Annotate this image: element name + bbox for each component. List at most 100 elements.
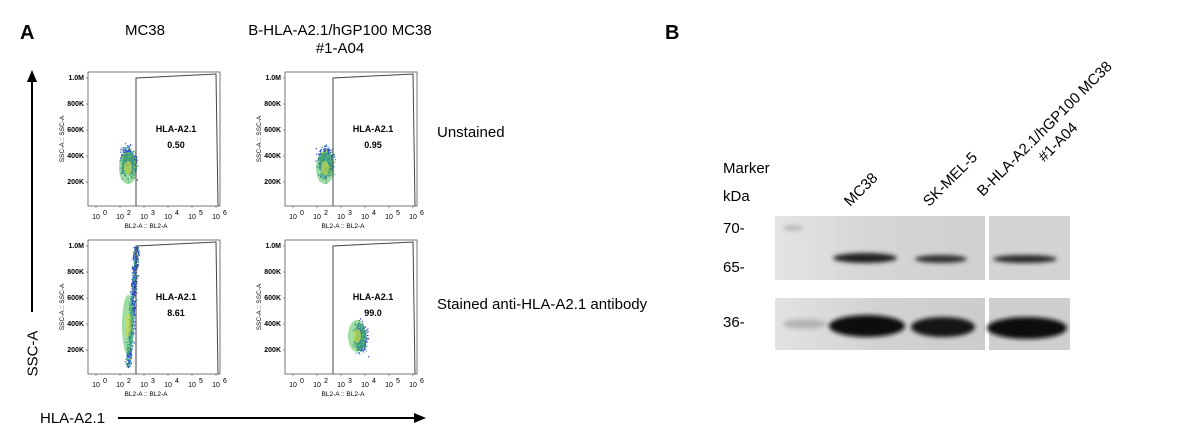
gate-name: HLA-A2.1 xyxy=(156,292,197,302)
plot-x-axis-label: BL2-A :: BL2-A xyxy=(322,223,366,230)
band-65-mc38 xyxy=(833,253,897,263)
x-tick-exponent: 3 xyxy=(348,378,352,385)
gate-value: 0.95 xyxy=(364,140,382,150)
x-tick-base: 10 xyxy=(409,214,417,221)
x-tick-base: 10 xyxy=(188,214,196,221)
flow-plots-svg: 1.0M800K600K400K200KSSC-A :: SSC-A100102… xyxy=(0,0,440,410)
lane-label-a04: B-HLA-A2.1/hGP100 MC38 #1-A04 xyxy=(973,57,1130,214)
x-tick-exponent: 4 xyxy=(372,378,376,385)
x-tick-exponent: 6 xyxy=(420,378,424,385)
size-marker-65: 65- xyxy=(723,259,745,276)
blot-lower xyxy=(775,298,1070,350)
x-tick-exponent: 2 xyxy=(127,210,131,217)
x-tick-exponent: 5 xyxy=(396,378,400,385)
y-tick-label: 400K xyxy=(67,153,84,160)
plot-y-axis-label: SSC-A :: SSC-A xyxy=(256,283,263,330)
x-tick-base: 10 xyxy=(116,214,124,221)
kda-label: kDa xyxy=(723,188,750,205)
x-axis-title: HLA-A2.1 xyxy=(40,410,105,427)
x-tick-base: 10 xyxy=(164,214,172,221)
y-tick-label: 400K xyxy=(264,153,281,160)
y-tick-label: 600K xyxy=(264,295,281,302)
x-tick-base: 10 xyxy=(212,382,220,389)
x-tick-base: 10 xyxy=(140,214,148,221)
gate-name: HLA-A2.1 xyxy=(353,124,394,134)
x-tick-exponent: 0 xyxy=(300,210,304,217)
plot-frame xyxy=(285,240,417,374)
gate-value: 0.50 xyxy=(167,140,185,150)
flow-plots: 1.0M 800K 600K 400K 200K SSC-A :: SSC-A 10 0 10 2… xyxy=(0,0,440,410)
flow-plot-a04-stained: 1.0M800K600K400K200KSSC-A :: SSC-A100102… xyxy=(256,240,424,398)
y-tick-label: 1.0M xyxy=(68,75,84,82)
plot-x-axis-label: BL2-A :: BL2-A xyxy=(322,391,366,398)
y-tick-label: 800K xyxy=(67,101,84,108)
plot-frame xyxy=(285,72,417,206)
x-tick-base: 10 xyxy=(385,214,393,221)
x-tick-exponent: 3 xyxy=(151,210,155,217)
y-tick-label: 800K xyxy=(264,101,281,108)
row-label-unstained: Unstained xyxy=(437,124,505,141)
y-tick-label: 400K xyxy=(67,321,84,328)
size-marker-70: 70- xyxy=(723,220,745,237)
x-tick-exponent: 3 xyxy=(151,378,155,385)
blot-upper xyxy=(775,216,1070,280)
western-blot xyxy=(775,216,1075,356)
y-tick-label: 600K xyxy=(67,127,84,134)
flow-plot-mc38-stained: 1.0M800K600K400K200KSSC-A :: SSC-A100102… xyxy=(59,240,227,398)
x-tick-exponent: 0 xyxy=(300,378,304,385)
x-tick-exponent: 2 xyxy=(324,210,328,217)
x-tick-base: 10 xyxy=(361,214,369,221)
x-tick-exponent: 5 xyxy=(199,210,203,217)
x-tick-base: 10 xyxy=(409,382,417,389)
x-tick-exponent: 0 xyxy=(103,378,107,385)
y-tick-label: 200K xyxy=(67,347,84,354)
x-tick-exponent: 5 xyxy=(396,210,400,217)
plot-y-axis-label: SSC-A :: SSC-A xyxy=(256,115,263,162)
gate-value: 8.61 xyxy=(167,308,185,318)
gate-name: HLA-A2.1 xyxy=(353,292,394,302)
plot-x-axis-label: BL2-A :: BL2-A xyxy=(125,391,169,398)
x-tick-base: 10 xyxy=(313,214,321,221)
lane-label-skmel5: SK-MEL-5 xyxy=(920,149,981,210)
y-tick-label: 400K xyxy=(264,321,281,328)
y-tick-label: 600K xyxy=(67,295,84,302)
flow-plot-a04-unstained: 1.0M800K600K400K200KSSC-A :: SSC-A100102… xyxy=(256,72,424,230)
x-tick-base: 10 xyxy=(289,214,297,221)
x-tick-exponent: 2 xyxy=(127,378,131,385)
lane-label-mc38: MC38 xyxy=(841,170,881,210)
x-tick-exponent: 0 xyxy=(103,210,107,217)
x-tick-base: 10 xyxy=(289,382,297,389)
x-tick-base: 10 xyxy=(140,382,148,389)
x-tick-exponent: 4 xyxy=(372,210,376,217)
x-tick-base: 10 xyxy=(337,214,345,221)
y-tick-label: 800K xyxy=(67,269,84,276)
band-36-skmel5 xyxy=(911,317,975,337)
y-tick-label: 600K xyxy=(264,127,281,134)
x-tick-base: 10 xyxy=(361,382,369,389)
flow-plot-mc38-unstained: 1.0M800K600K400K200KSSC-A :: SSC-A100102… xyxy=(59,72,227,230)
x-tick-base: 10 xyxy=(313,382,321,389)
band-36-mc38 xyxy=(829,315,905,337)
y-tick-label: 1.0M xyxy=(265,243,281,250)
x-tick-exponent: 6 xyxy=(223,210,227,217)
y-tick-label: 1.0M xyxy=(265,75,281,82)
band-65-a04 xyxy=(993,255,1057,263)
marker-label: Marker xyxy=(723,160,770,177)
x-tick-exponent: 3 xyxy=(348,210,352,217)
y-tick-label: 200K xyxy=(264,179,281,186)
y-tick-label: 800K xyxy=(264,269,281,276)
x-tick-exponent: 2 xyxy=(324,378,328,385)
x-tick-exponent: 4 xyxy=(175,378,179,385)
plot-x-axis-label: BL2-A :: BL2-A xyxy=(125,223,169,230)
band-65-skmel5 xyxy=(915,255,967,263)
gate-value: 99.0 xyxy=(364,308,382,318)
row-label-stained: Stained anti-HLA-A2.1 antibody xyxy=(437,296,647,313)
x-tick-base: 10 xyxy=(92,214,100,221)
plot-frame xyxy=(88,240,220,374)
plot-frame xyxy=(88,72,220,206)
x-tick-base: 10 xyxy=(92,382,100,389)
x-tick-base: 10 xyxy=(164,382,172,389)
size-marker-36: 36- xyxy=(723,314,745,331)
x-tick-exponent: 6 xyxy=(420,210,424,217)
x-tick-base: 10 xyxy=(188,382,196,389)
